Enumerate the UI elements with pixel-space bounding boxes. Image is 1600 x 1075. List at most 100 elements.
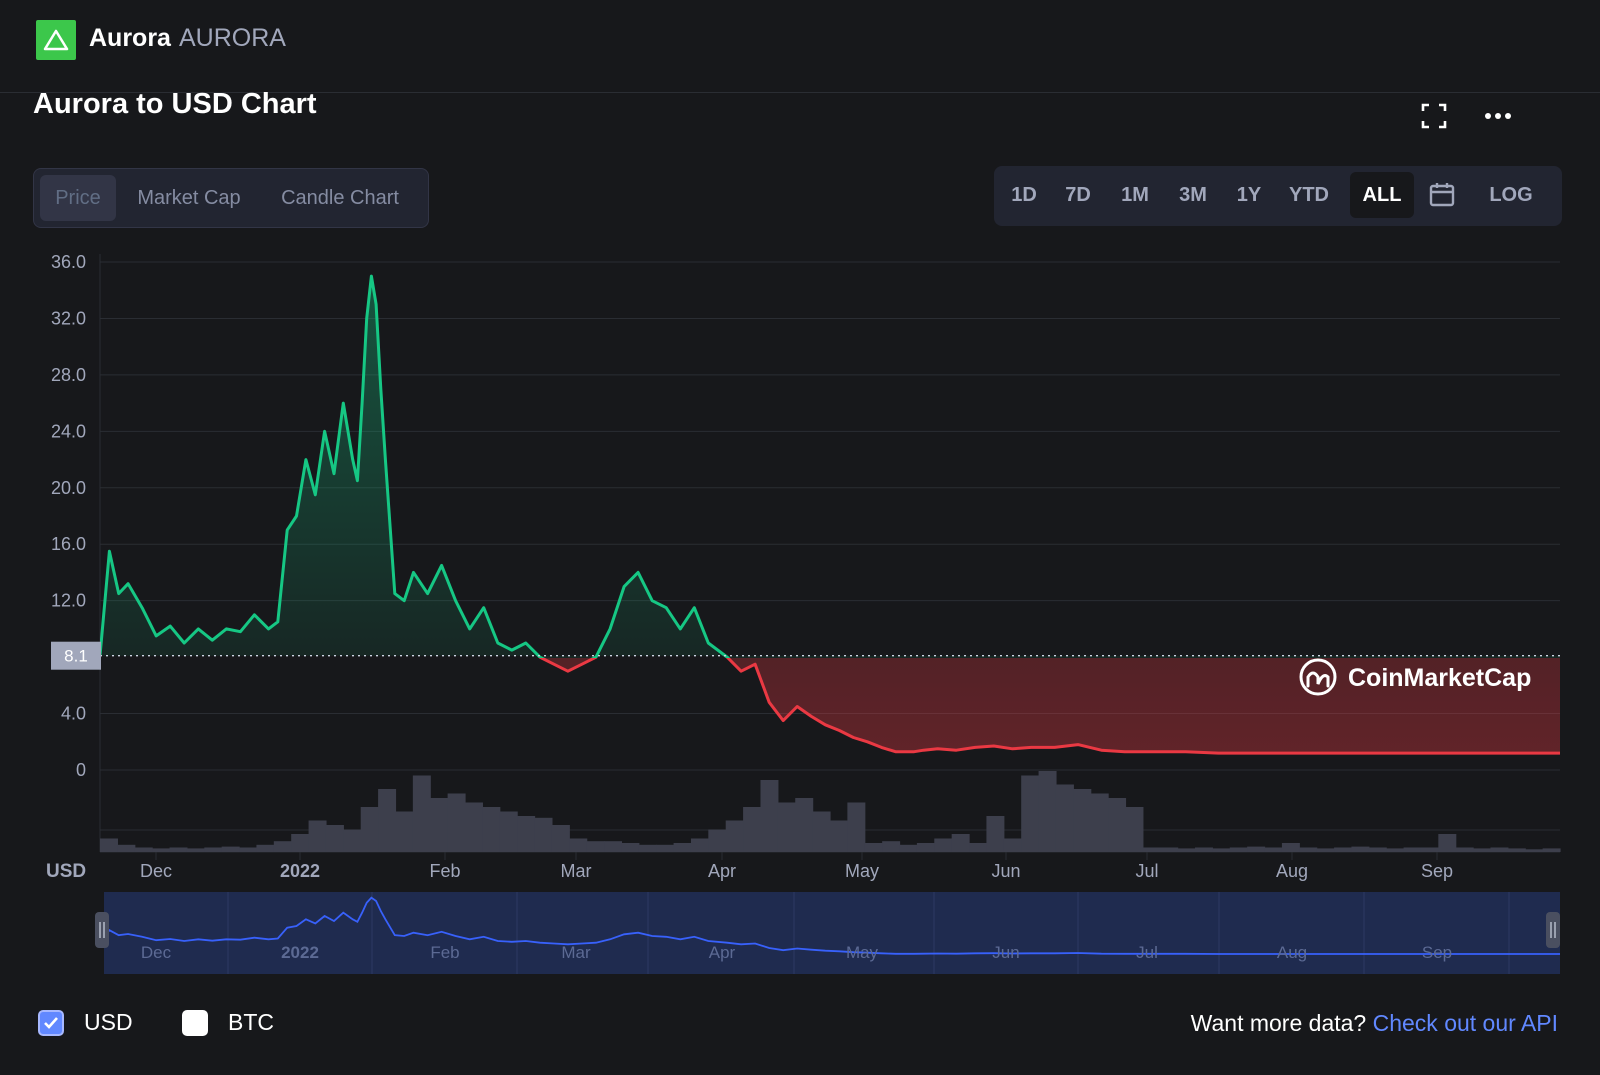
volume-bar: [1420, 847, 1439, 852]
range-3m[interactable]: 3M: [1179, 184, 1207, 206]
navigator-tick-label: Jul: [1136, 943, 1158, 962]
volume-bar: [117, 844, 136, 852]
volume-bar: [412, 775, 431, 852]
date-range-button[interactable]: [1418, 172, 1466, 218]
handle-grip: [1546, 912, 1560, 948]
volume-bar: [100, 838, 118, 852]
range-all[interactable]: ALL: [1350, 172, 1414, 218]
volume-bar: [1490, 847, 1509, 852]
x-tick-label: May: [845, 861, 879, 881]
volume-bar: [656, 844, 675, 852]
volume-bar: [760, 780, 779, 852]
range-1y[interactable]: 1Y: [1236, 184, 1262, 206]
x-tick-label: Sep: [1421, 861, 1453, 881]
x-tick-label: Mar: [561, 861, 592, 881]
navigator-handle-right[interactable]: [1546, 912, 1560, 948]
fullscreen-button[interactable]: [1414, 96, 1454, 136]
volume-bar: [1316, 848, 1335, 852]
navigator-tick-label: Feb: [430, 943, 459, 962]
volume-bar: [186, 848, 205, 852]
range-ytd[interactable]: YTD: [1289, 184, 1329, 206]
volume-bar: [360, 807, 379, 852]
chart-type-tabs: Price Market Cap Candle Chart: [33, 168, 429, 228]
volume-bar: [1281, 843, 1300, 852]
y-axis: 36.0 32.0 28.0 24.0 20.0 16.0 12.0 4.0 0: [51, 252, 86, 780]
volume-bar: [551, 825, 570, 852]
volume-bar: [1108, 798, 1127, 852]
log-scale-toggle[interactable]: LOG: [1489, 184, 1533, 206]
x-tick-label: Jul: [1135, 861, 1158, 881]
range-navigator[interactable]: Dec 2022 Feb Mar Apr May Jun Jul Aug Sep: [95, 892, 1560, 974]
volume-bar: [621, 843, 640, 852]
volume-bar: [899, 844, 918, 852]
volume-bar: [586, 841, 605, 852]
volume-bar: [1125, 807, 1144, 852]
volume-bar: [221, 846, 240, 852]
navigator-line: [99, 896, 1560, 955]
volume-bars: [100, 771, 1561, 852]
price-line-down: [538, 658, 1560, 755]
chart-title: Aurora to USD Chart: [33, 88, 317, 120]
watermark: CoinMarketCap: [1299, 658, 1531, 696]
usd-checkbox[interactable]: [38, 1010, 64, 1036]
volume-bar: [1142, 847, 1161, 852]
x-tick-label: Aug: [1276, 861, 1308, 881]
volume-bar: [830, 820, 848, 852]
volume-bar: [916, 843, 935, 852]
btc-checkbox[interactable]: [182, 1010, 208, 1036]
volume-bar: [447, 793, 466, 852]
volume-bar: [1055, 784, 1074, 852]
volume-bar: [1386, 848, 1405, 852]
volume-bar: [499, 811, 518, 852]
volume-bar: [1160, 847, 1179, 852]
y-tick-label: 20.0: [51, 478, 86, 498]
coin-name: Aurora AURORA: [89, 24, 286, 53]
navigator-tick-label: Jun: [992, 943, 1019, 962]
volume-bar: [273, 841, 292, 852]
range-1d[interactable]: 1D: [1011, 184, 1037, 206]
price-chart[interactable]: 36.0 32.0 28.0 24.0 20.0 16.0 12.0 4.0 0 USD Dec 2…: [0, 240, 1600, 995]
volume-bar: [465, 802, 483, 852]
volume-bar: [1438, 834, 1457, 852]
volume-bar: [725, 820, 744, 852]
aurora-logo-icon: [36, 20, 76, 60]
tab-price[interactable]: Price: [40, 175, 116, 221]
volume-bar: [1038, 771, 1057, 852]
y-tick-label: 32.0: [51, 308, 86, 328]
api-prompt: Want more data?: [1190, 1010, 1367, 1036]
volume-bar: [256, 844, 275, 852]
x-tick-label: Feb: [429, 861, 460, 881]
volume-bar: [134, 847, 153, 852]
volume-bar: [708, 829, 727, 852]
navigator-handle-left[interactable]: [95, 912, 109, 948]
currency-axis-label: USD: [46, 861, 86, 882]
watermark-label: CoinMarketCap: [1348, 664, 1531, 692]
volume-bar: [1507, 848, 1526, 852]
range-1m[interactable]: 1M: [1121, 184, 1149, 206]
navigator-tick-label: Mar: [561, 943, 591, 962]
coin-header: Aurora AURORA: [0, 0, 1600, 93]
volume-bar: [1299, 847, 1318, 852]
volume-bar: [743, 807, 762, 852]
y-tick-label: 4.0: [61, 704, 86, 724]
price-line-up: [100, 274, 731, 658]
volume-bar: [239, 847, 258, 852]
volume-bar: [847, 802, 866, 852]
volume-bar: [1264, 847, 1283, 852]
volume-bar: [1229, 847, 1248, 852]
baseline-badge: [51, 641, 101, 670]
more-options-button[interactable]: [1478, 96, 1518, 136]
api-link[interactable]: Check out our API: [1372, 1010, 1558, 1036]
volume-bar: [1021, 775, 1040, 852]
tab-market-cap[interactable]: Market Cap: [137, 187, 241, 209]
calendar-icon: [1429, 183, 1455, 207]
range-7d[interactable]: 7D: [1065, 184, 1091, 206]
x-tick-label: Dec: [140, 861, 172, 881]
tab-candle-chart[interactable]: Candle Chart: [281, 187, 399, 209]
handle-grip: [95, 912, 109, 948]
volume-bar: [1177, 848, 1196, 852]
navigator-tick-label: May: [846, 943, 879, 962]
volume-bar: [430, 798, 449, 852]
volume-bar: [308, 820, 327, 852]
volume-bar: [986, 816, 1005, 852]
